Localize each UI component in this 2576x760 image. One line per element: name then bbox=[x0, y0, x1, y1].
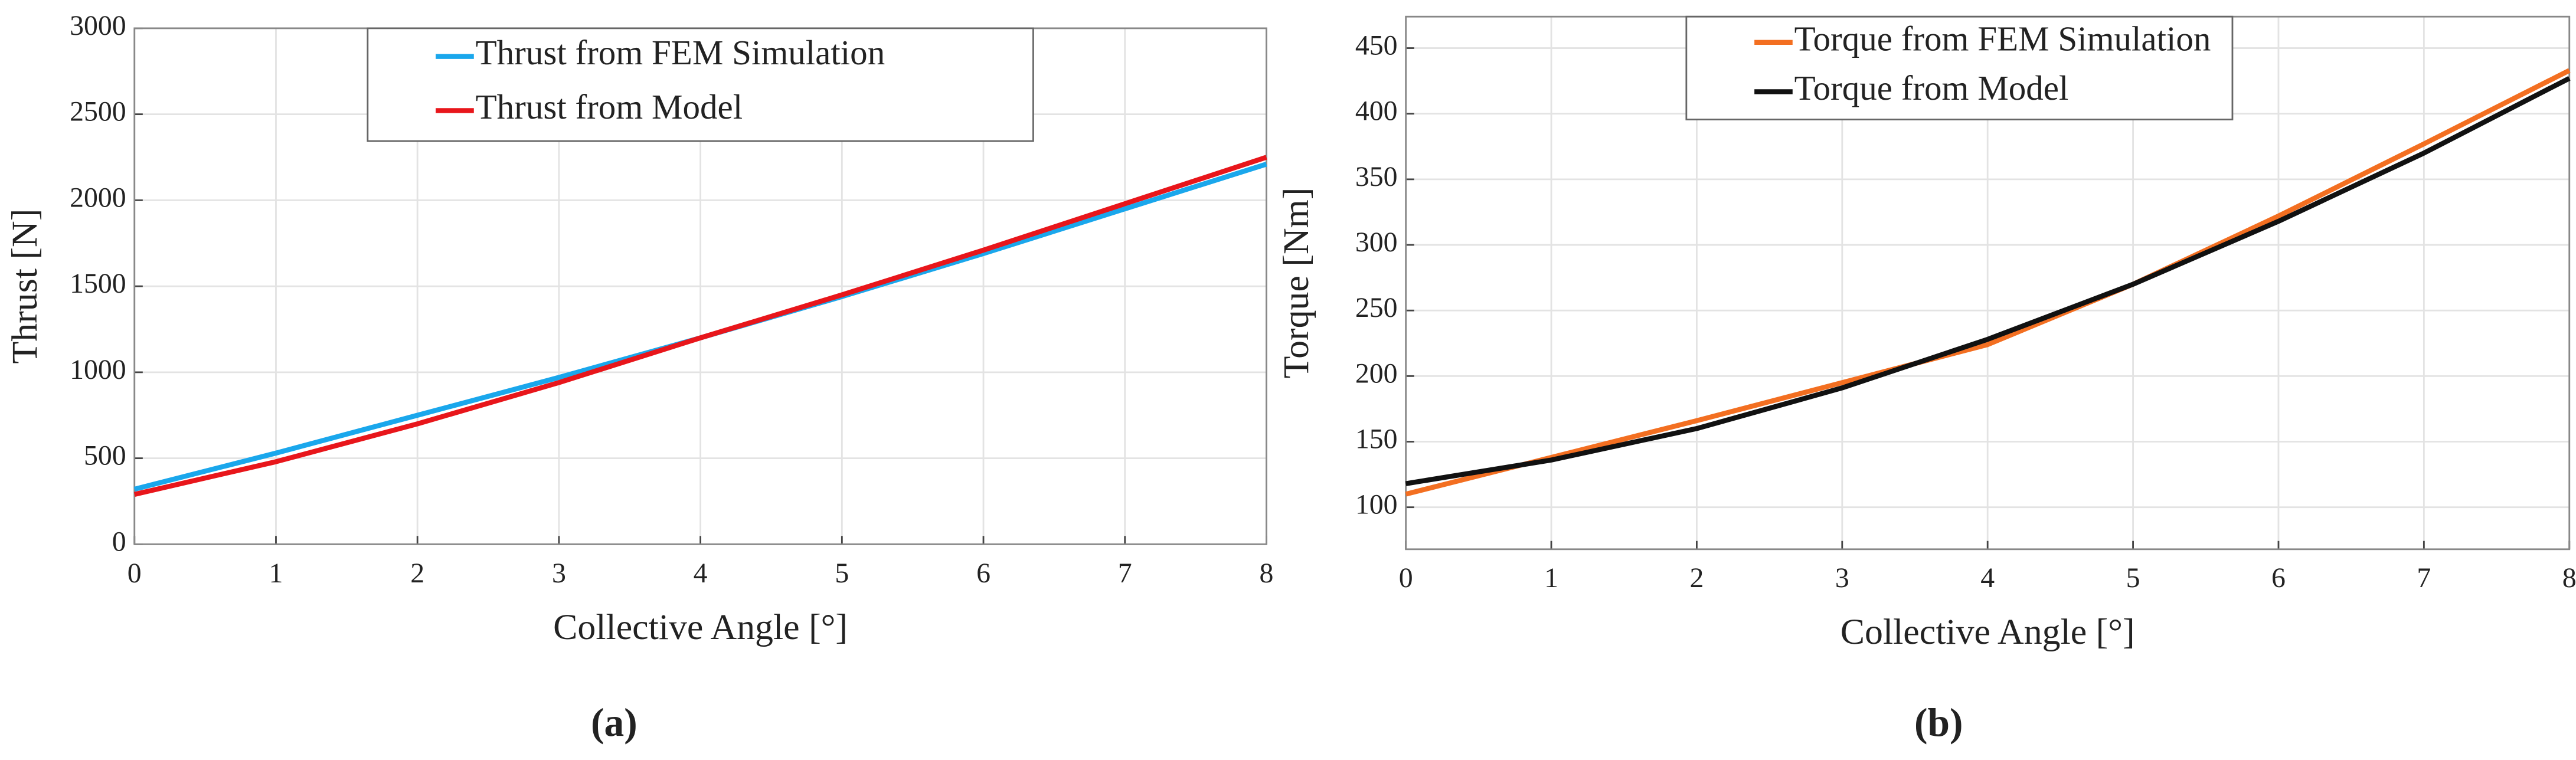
legend-box bbox=[1685, 15, 2234, 120]
legend-label: Torque from Model bbox=[1794, 68, 2069, 107]
x-tick-label: 5 bbox=[2126, 562, 2140, 594]
x-tick-label: 4 bbox=[694, 558, 708, 589]
x-tick-label: 7 bbox=[1118, 558, 1132, 589]
y-tick-label: 400 bbox=[1355, 96, 1398, 127]
x-tick-label: 4 bbox=[1980, 562, 1995, 594]
y-tick-label: 500 bbox=[84, 440, 126, 471]
y-tick-label: 350 bbox=[1355, 161, 1398, 192]
y-tick-label: 200 bbox=[1355, 358, 1398, 389]
data-line bbox=[1405, 76, 2571, 486]
y-tick-label: 150 bbox=[1355, 423, 1398, 454]
x-axis-label: Collective Angle [°] bbox=[553, 607, 848, 647]
legend: Thrust from FEM Simulation Thrust from Mo… bbox=[367, 27, 1034, 142]
legend-label: Thrust from Model bbox=[476, 87, 743, 126]
data-line bbox=[1405, 68, 2571, 497]
legend-label: Thrust from FEM Simulation bbox=[476, 33, 885, 72]
x-tick-label: 3 bbox=[1835, 562, 1849, 594]
chart-panel: 0 1 2 3 4 5 6 7 8 100 150 200 250 300 350 400 450 Collect… bbox=[1276, 15, 2576, 745]
y-axis-label: Thrust [N] bbox=[5, 209, 45, 364]
x-tick-label: 8 bbox=[1259, 558, 1273, 589]
x-tick-label: 5 bbox=[835, 558, 849, 589]
y-tick-label: 2500 bbox=[70, 96, 126, 127]
y-axis-label: Torque [Nm] bbox=[1276, 188, 1316, 379]
x-axis-label: Collective Angle [°] bbox=[1841, 612, 2135, 652]
x-tick-label: 1 bbox=[1544, 562, 1558, 594]
y-tick-label: 2000 bbox=[70, 182, 126, 213]
panel-label: (b) bbox=[1914, 700, 1963, 745]
y-tick-label: 250 bbox=[1355, 292, 1398, 323]
y-tick-label: 1500 bbox=[70, 268, 126, 299]
panel-label: (a) bbox=[591, 700, 638, 745]
legend-label: Torque from FEM Simulation bbox=[1794, 19, 2211, 58]
x-tick-label: 0 bbox=[1399, 562, 1413, 594]
legend-box bbox=[367, 27, 1034, 142]
legend: Torque from FEM Simulation Torque from Mo… bbox=[1685, 15, 2234, 120]
y-tick-label: 100 bbox=[1355, 489, 1398, 520]
x-tick-label: 6 bbox=[976, 558, 990, 589]
y-tick-label: 300 bbox=[1355, 227, 1398, 258]
x-tick-label: 6 bbox=[2271, 562, 2286, 594]
y-tick-label: 1000 bbox=[70, 354, 126, 385]
x-tick-label: 3 bbox=[552, 558, 566, 589]
x-tick-label: 1 bbox=[269, 558, 283, 589]
data-line bbox=[133, 155, 1267, 497]
x-tick-label: 2 bbox=[410, 558, 424, 589]
chart-panel: 0 1 2 3 4 5 6 7 8 0 500 1000 1500 2000 2500 3000 Collect… bbox=[5, 10, 1273, 745]
x-tick-label: 0 bbox=[128, 558, 142, 589]
x-tick-label: 7 bbox=[2417, 562, 2431, 594]
x-tick-label: 8 bbox=[2562, 562, 2576, 594]
y-tick-label: 450 bbox=[1355, 30, 1398, 61]
y-tick-label: 3000 bbox=[70, 10, 126, 41]
x-tick-label: 2 bbox=[1689, 562, 1704, 594]
y-tick-label: 0 bbox=[112, 526, 126, 557]
